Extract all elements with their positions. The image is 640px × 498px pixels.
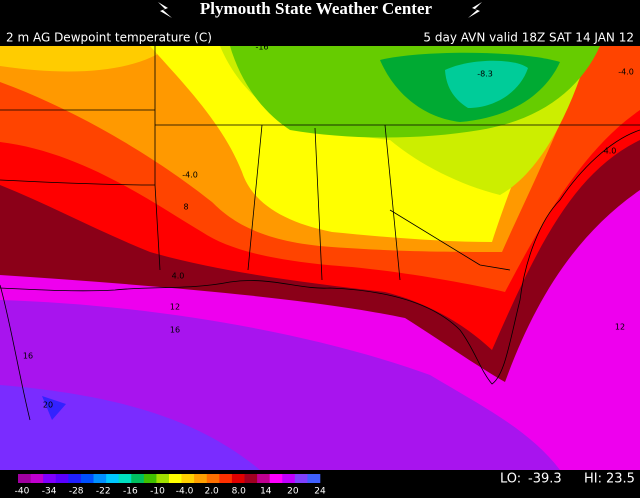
colorbar-swatch xyxy=(43,474,57,483)
header-title: Plymouth State Weather Center xyxy=(200,0,433,18)
colorbar-swatch xyxy=(106,474,119,483)
contour-labels: -16 -8.3 -4.0 -4.0 4.0 8 4.0 12 16 12 16 20 xyxy=(23,43,634,410)
colorbar-swatch xyxy=(18,474,31,483)
colorbar-swatch xyxy=(68,474,82,483)
contour-label: 12 xyxy=(615,323,625,332)
colorbar-swatch xyxy=(156,474,170,483)
band-yelloworange xyxy=(0,46,170,72)
lo-value: -39.3 xyxy=(528,472,562,487)
colorbar-swatch xyxy=(143,474,157,483)
colorbar-swatch xyxy=(30,474,44,483)
colorbar-label: -10 xyxy=(150,487,165,497)
contour-label: 4.0 xyxy=(604,147,617,156)
contour-label: 8 xyxy=(183,203,188,212)
colorbar-label: -22 xyxy=(96,487,111,497)
colorbar-swatch xyxy=(231,474,245,483)
contour-label: -4.0 xyxy=(182,171,198,180)
colorbar-swatch xyxy=(93,474,107,483)
contour-label: -4.0 xyxy=(618,68,634,77)
colorbar-label: 8.0 xyxy=(232,487,247,497)
colorbar-label: -28 xyxy=(69,487,84,497)
colorbar-swatch xyxy=(80,474,94,483)
contour-label: -16 xyxy=(255,43,268,52)
contour-label: 4.0 xyxy=(172,272,185,281)
colorbar-label: -4.0 xyxy=(176,487,194,497)
colorbar-label: -16 xyxy=(123,487,138,497)
contour-label: 12 xyxy=(170,303,180,312)
colorbar-label: 24 xyxy=(314,487,326,497)
legend: -40 -34 -28 -22 -16 -10 -4.0 2.0 8.0 14 20 24 xyxy=(15,474,326,497)
colorbar-label: -40 xyxy=(15,487,30,497)
colorbar-label: 2.0 xyxy=(204,487,219,497)
colorbar-swatch xyxy=(282,474,296,483)
coastline xyxy=(0,129,640,385)
colorbar-swatch xyxy=(307,474,321,483)
colorbar-label: -34 xyxy=(42,487,57,497)
colorbar-swatch xyxy=(257,474,270,483)
hi-label: HI: xyxy=(584,472,602,487)
colorbar-swatch xyxy=(131,474,145,483)
colorbar-swatch xyxy=(169,474,182,483)
borders xyxy=(0,46,640,421)
band-cyan xyxy=(445,60,528,108)
colorbar-label: 14 xyxy=(260,487,272,497)
colorbar-swatch xyxy=(118,474,132,483)
colorbar-swatch xyxy=(194,474,208,483)
valid-time: 5 day AVN valid 18Z SAT 14 JAN 12 xyxy=(423,31,634,45)
colorbar-swatch xyxy=(219,474,233,483)
hi-value: 23.5 xyxy=(606,472,635,487)
colorbar-swatch xyxy=(269,474,283,483)
contour-label: 16 xyxy=(23,352,33,361)
band-blue xyxy=(42,396,66,420)
state-lines xyxy=(0,46,640,421)
colorbar-label: 20 xyxy=(287,487,299,497)
colorbar-swatch xyxy=(244,474,258,483)
contour-label: 16 xyxy=(170,326,180,335)
field-name: 2 m AG Dewpoint temperature (C) xyxy=(6,31,212,45)
contour-label: 20 xyxy=(43,401,53,410)
dewpoint-field xyxy=(0,46,640,470)
colorbar-swatch xyxy=(294,474,308,483)
colorbar-swatch xyxy=(206,474,220,483)
colorbar-swatch xyxy=(181,474,195,483)
contour-label: -8.3 xyxy=(477,70,493,79)
colorbar-swatch xyxy=(55,474,69,483)
lo-label: LO: xyxy=(500,472,521,487)
